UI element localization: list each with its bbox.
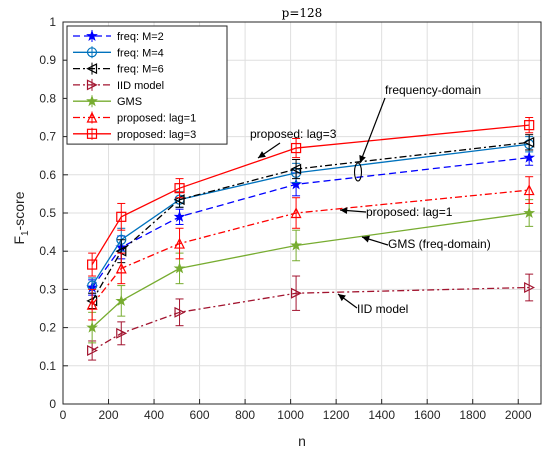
data-point <box>290 163 302 175</box>
x-axis-label: n <box>298 433 306 449</box>
y-tick-label: 0.4 <box>39 244 56 258</box>
legend-entry: freq: M=4 <box>73 46 164 59</box>
annotation-text: proposed: lag=3 <box>250 127 337 141</box>
plot-area <box>86 117 536 361</box>
legend-marker <box>86 63 98 75</box>
annotation-arrow <box>359 97 386 164</box>
legend-marker <box>86 128 98 139</box>
x-tick-label: 1200 <box>323 408 350 422</box>
data-point <box>86 321 99 333</box>
legend-marker <box>86 95 98 107</box>
data-point <box>116 327 128 339</box>
axes-box <box>62 21 542 405</box>
series-7 <box>87 117 535 277</box>
x-tick-label: 600 <box>190 408 210 422</box>
y-tick-label: 0.8 <box>39 91 56 105</box>
legend: freq: M=2 freq: M=4 freq: M=6 IID model GMS p… <box>66 25 228 145</box>
legend-label: GMS <box>117 96 142 108</box>
data-point <box>290 287 302 299</box>
x-tick-label: 1800 <box>459 408 486 422</box>
data-point <box>523 136 535 148</box>
data-point <box>173 210 186 222</box>
chart-title: p=128 <box>282 6 323 20</box>
annotations: proposed: lag=3 frequency-domain proposed:… <box>250 83 491 316</box>
data-point <box>115 294 128 306</box>
legend-marker <box>86 47 98 58</box>
y-tick-label: 0.5 <box>39 206 56 220</box>
annotation-text: proposed: lag=1 <box>366 205 453 219</box>
bundle-ellipse <box>353 162 363 182</box>
annotation-arrow <box>361 235 389 246</box>
y-tick-label: 0.1 <box>39 359 56 373</box>
x-tick-label: 1600 <box>414 408 441 422</box>
data-point <box>524 120 535 131</box>
y-tick-label: 0.2 <box>39 321 56 335</box>
x-tick-label: 400 <box>144 408 164 422</box>
data-point <box>115 262 127 274</box>
x-tick-label: 1000 <box>277 408 304 422</box>
legend-label: proposed: lag=1 <box>117 113 196 125</box>
y-axis-label-sub: 1 <box>20 230 31 236</box>
x-tick-label: 1400 <box>368 408 395 422</box>
legend-marker <box>86 79 98 91</box>
y-tick-label: 0.3 <box>39 282 56 296</box>
data-point <box>174 237 186 249</box>
x-tick-label: 0 <box>60 408 67 422</box>
y-axis-label-main: F <box>11 236 27 245</box>
data-point <box>290 142 302 154</box>
data-point <box>524 282 536 293</box>
data-point <box>523 184 535 196</box>
data-point <box>87 345 98 356</box>
y-axis-label: F1-score <box>11 191 31 244</box>
y-tick-label: 0.7 <box>39 130 56 144</box>
x-tick-label: 200 <box>99 408 119 422</box>
data-point <box>523 151 536 163</box>
data-point <box>174 306 186 318</box>
annotation-text: IID model <box>357 302 408 316</box>
legend-marker <box>86 29 98 42</box>
legend-entry: freq: M=2 <box>73 29 164 43</box>
series-4 <box>87 273 536 361</box>
legend-entry: GMS <box>73 95 142 108</box>
legend-label: proposed: lag=3 <box>117 129 196 141</box>
annotation-arrow <box>339 207 367 215</box>
data-point <box>290 239 302 251</box>
data-point <box>174 183 185 194</box>
legend-label: freq: M=6 <box>117 64 164 76</box>
data-point <box>87 259 98 270</box>
legend-entry: freq: M=6 <box>73 62 164 76</box>
series-3 <box>86 134 535 309</box>
legend-marker <box>86 111 98 123</box>
y-axis-label-rest: -score <box>11 191 27 230</box>
data-point <box>116 211 127 222</box>
x-tick-label: 2000 <box>505 408 532 422</box>
axes: 0 200 400 600 800 1000 1200 1400 1600 1800 2000 0 0.… <box>39 15 542 422</box>
y-tick-label: 0 <box>49 397 56 411</box>
data-point <box>173 262 186 274</box>
series-6 <box>86 176 535 321</box>
legend-label: freq: M=2 <box>117 31 164 43</box>
annotation-text: GMS (freq-domain) <box>388 237 491 251</box>
legend-label: freq: M=4 <box>117 47 164 59</box>
y-tick-label: 0.6 <box>39 168 56 182</box>
legend-entry: IID model <box>73 78 164 92</box>
data-point <box>86 298 98 310</box>
legend-entry: proposed: lag=3 <box>73 127 196 141</box>
y-tick-label: 0.9 <box>39 53 56 67</box>
legend-entry: proposed: lag=1 <box>73 111 196 125</box>
annotation-text: frequency-domain <box>385 83 481 97</box>
data-point <box>290 207 302 219</box>
annotation-arrow <box>337 293 358 309</box>
y-tick-label: 1 <box>49 15 56 29</box>
data-point <box>523 206 536 219</box>
legend-label: IID model <box>117 80 164 92</box>
annotation-arrow <box>257 142 281 159</box>
x-tick-label: 800 <box>235 408 255 422</box>
